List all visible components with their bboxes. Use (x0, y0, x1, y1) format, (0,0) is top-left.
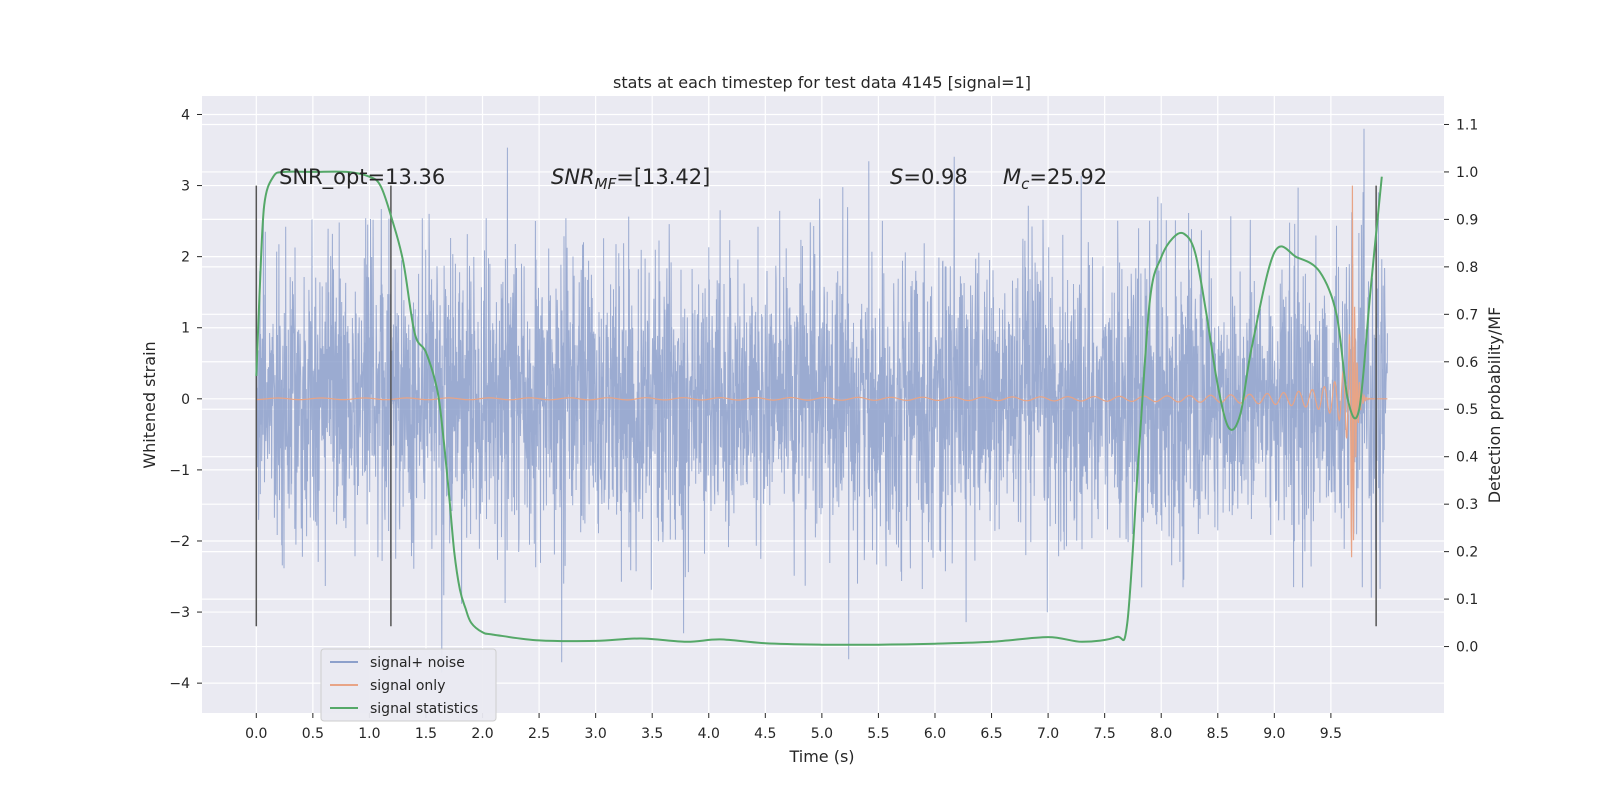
y2-tick-label: 0.1 (1456, 592, 1478, 608)
signal-statistics-series (255, 170, 1383, 646)
mc-symbol: M (1003, 165, 1021, 189)
y-tick-label: 1 (181, 321, 190, 337)
legend-label-signal-only: signal only (370, 678, 445, 694)
y2-tick-label: 0.2 (1456, 545, 1478, 561)
s-symbol: S (890, 165, 903, 189)
legend-label-signal-noise: signal+ noise (370, 655, 465, 671)
mc-value: =25.92 (1029, 165, 1107, 189)
x-tick-label: 7.5 (1094, 726, 1116, 742)
annotation-mc: Mc=25.92 (1003, 165, 1107, 193)
y2-tick-label: 1.0 (1456, 165, 1478, 181)
x-axis-ticks: 0.0 0.5 1.0 1.5 2.0 2.5 3.0 3.5 4.0 4.5 5.0 5.5 6.0 6… (245, 713, 1342, 742)
annotation-snr-mf: SNRMF=[13.42] (551, 165, 710, 193)
y2-tick-label: 0.4 (1456, 450, 1478, 466)
snr-mf-value: =[13.42] (616, 165, 710, 189)
x-tick-label: 5.0 (811, 726, 833, 742)
x-axis-label: Time (s) (788, 747, 854, 766)
vertical-markers (255, 185, 1377, 627)
x-tick-label: 2.5 (528, 726, 550, 742)
snr-mf-symbol: SNR (551, 165, 595, 189)
y-axis-ticks: −4 −3 −2 −1 0 1 2 3 4 (169, 107, 202, 692)
x-tick-label: 4.5 (754, 726, 776, 742)
signal-statistics-line (255, 170, 1383, 646)
annotation-s: S=0.98 (890, 165, 968, 189)
mc-subscript: c (1021, 175, 1030, 193)
y-tick-label: −3 (169, 605, 190, 621)
signal-only-series (256, 185, 1388, 558)
y2-tick-label: 0.8 (1456, 260, 1478, 276)
y2-tick-label: 0.9 (1456, 212, 1478, 228)
y-tick-label: −4 (169, 676, 190, 692)
x-tick-label: 0.0 (245, 726, 267, 742)
x-tick-label: 7.0 (1037, 726, 1059, 742)
snr-mf-subscript: MF (595, 175, 617, 193)
y2-tick-label: 0.0 (1456, 640, 1478, 656)
x-tick-label: 1.0 (358, 726, 380, 742)
legend-box (320, 648, 497, 722)
x-tick-label: 6.0 (924, 726, 946, 742)
y-tick-label: −1 (169, 463, 190, 479)
x-tick-label: 4.0 (698, 726, 720, 742)
y2-tick-label: 0.7 (1456, 307, 1478, 323)
x-tick-label: 0.5 (302, 726, 324, 742)
x-tick-label: 3.0 (585, 726, 607, 742)
signal-only-line (256, 185, 1388, 558)
x-tick-label: 8.0 (1150, 726, 1172, 742)
x-tick-label: 1.5 (415, 726, 437, 742)
x-tick-label: 6.5 (980, 726, 1002, 742)
x-tick-label: 2.0 (471, 726, 493, 742)
y-tick-label: 3 (181, 179, 190, 195)
y2-tick-label: 0.3 (1456, 497, 1478, 513)
s-value: =0.98 (903, 165, 967, 189)
x-tick-label: 8.5 (1207, 726, 1229, 742)
legend: signal+ noise signal only signal statist… (320, 648, 497, 722)
y-tick-label: 0 (181, 392, 190, 408)
y-axis-label: Whitened strain (140, 341, 159, 468)
y2-axis-ticks: 0.0 0.1 0.2 0.3 0.4 0.5 0.6 0.7 0.8 0.9 1.0 1.1 (1444, 117, 1478, 656)
y2-tick-label: 0.6 (1456, 355, 1478, 371)
signal-noise-line (255, 128, 1388, 673)
y-tick-label: −2 (169, 534, 190, 550)
y2-tick-label: 0.5 (1456, 402, 1478, 418)
x-tick-label: 3.5 (641, 726, 663, 742)
legend-label-signal-statistics: signal statistics (370, 701, 478, 717)
signal-noise-series (255, 128, 1388, 673)
annotation-snr-opt: SNR_opt=13.36 (279, 165, 445, 190)
y-tick-label: 4 (181, 107, 190, 123)
x-tick-label: 9.5 (1320, 726, 1342, 742)
chart-title: stats at each timestep for test data 414… (613, 73, 1031, 92)
x-tick-label: 9.0 (1263, 726, 1285, 742)
y-tick-label: 2 (181, 250, 190, 266)
x-tick-label: 5.5 (867, 726, 889, 742)
y2-tick-label: 1.1 (1456, 117, 1478, 133)
y2-axis-label: Detection probability/MF (1485, 307, 1504, 504)
